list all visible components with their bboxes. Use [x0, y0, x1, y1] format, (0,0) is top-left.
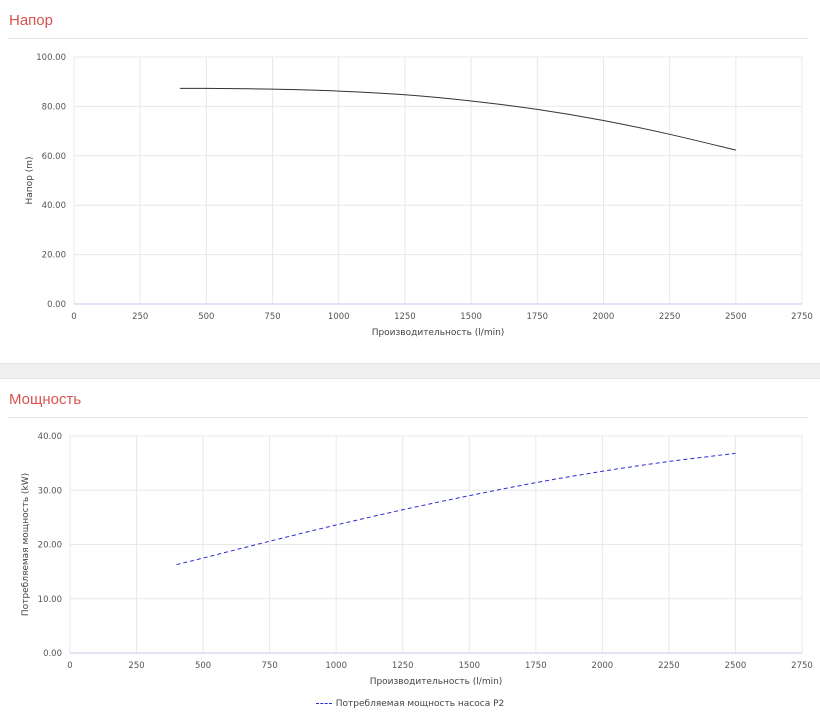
- x-tick-label: 500: [198, 312, 214, 322]
- y-tick-label: 80.00: [42, 102, 66, 112]
- y-tick-label: 20.00: [38, 541, 62, 551]
- x-tick-label: 1750: [525, 661, 547, 671]
- x-tick-label: 2750: [791, 661, 813, 671]
- x-tick-label: 750: [264, 312, 280, 322]
- x-tick-label: 250: [132, 312, 148, 322]
- x-tick-label: 0: [67, 661, 72, 671]
- y-tick-label: 40.00: [38, 432, 62, 442]
- power-chart-title: Мощность: [9, 391, 82, 408]
- head-chart: 0 250 500 750 1000 1250 1500 1750 2000 2250 2500 27…: [25, 53, 813, 338]
- series-line: [176, 452, 736, 566]
- y-axis-title: Напор (m): [25, 156, 35, 204]
- x-tick-label: 500: [195, 661, 211, 671]
- y-tick-label: 30.00: [38, 486, 62, 496]
- x-tick-label: 1000: [328, 312, 350, 322]
- y-tick-label: 40.00: [42, 201, 66, 211]
- legend-dashed-line-swatch: [315, 703, 332, 704]
- power-chart: 0 250 500 750 1000 1250 1500 1750 2000 2250 2500 27…: [21, 432, 813, 687]
- head-chart-title: Напор: [9, 12, 53, 29]
- y-axis-title: Потребляемая мощность (kW): [21, 473, 31, 616]
- x-tick-label: 750: [262, 661, 278, 671]
- x-tick-label: 0: [71, 312, 76, 322]
- y-tick-label: 100.00: [36, 53, 66, 63]
- x-tick-label: 1250: [394, 312, 416, 322]
- legend-series-label: Потребляемая мощность насоса P2: [335, 699, 505, 709]
- x-tick-label: 1250: [392, 661, 414, 671]
- panel-separator: [0, 363, 820, 379]
- y-tick-label: 0.00: [43, 649, 62, 659]
- x-axis-title: Производительность (l/min): [372, 328, 505, 338]
- series-line: [179, 87, 736, 151]
- x-tick-label: 250: [128, 661, 144, 671]
- head-title-divider: [8, 38, 808, 39]
- power-chart-legend[interactable]: Потребляемая мощность насоса P2: [0, 699, 820, 715]
- x-tick-label: 1000: [325, 661, 347, 671]
- x-axis-title: Производительность (l/min): [370, 677, 503, 687]
- y-tick-label: 10.00: [38, 595, 62, 605]
- y-tick-label: 20.00: [42, 251, 66, 261]
- y-tick-label: 0.00: [47, 300, 66, 310]
- x-tick-label: 1750: [526, 312, 548, 322]
- x-tick-label: 2250: [658, 661, 680, 671]
- x-tick-label: 1500: [458, 661, 480, 671]
- x-tick-label: 2500: [725, 661, 747, 671]
- x-tick-label: 1500: [460, 312, 482, 322]
- x-tick-label: 2250: [659, 312, 681, 322]
- x-tick-label: 2500: [725, 312, 747, 322]
- x-tick-label: 2000: [593, 312, 615, 322]
- x-tick-label: 2750: [791, 312, 813, 322]
- power-title-divider: [8, 417, 808, 418]
- x-tick-label: 2000: [592, 661, 614, 671]
- y-tick-label: 60.00: [42, 152, 66, 162]
